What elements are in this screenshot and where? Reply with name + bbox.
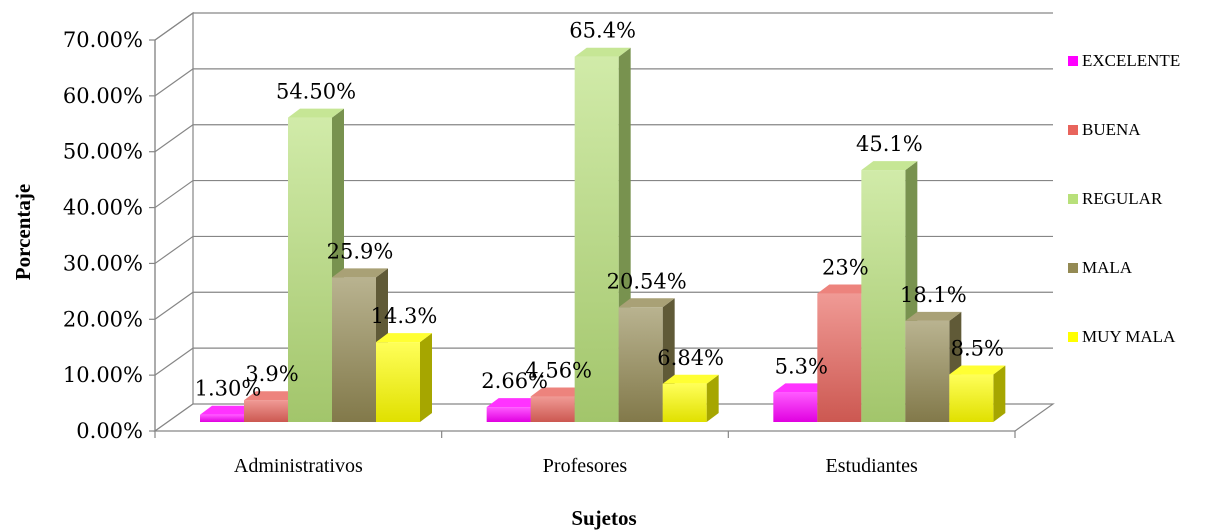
bar-front	[949, 374, 994, 422]
data-label: 20.54%	[607, 269, 687, 293]
bar-front	[574, 56, 619, 423]
legend-swatch	[1068, 194, 1078, 204]
gridlines	[154, 12, 1053, 376]
data-label: 1.30%	[195, 377, 262, 401]
bar-front	[332, 277, 376, 422]
data-label: 14.3%	[371, 304, 438, 328]
bars	[200, 47, 1006, 423]
y-tick-label: 30.00%	[63, 251, 143, 275]
gridline	[154, 235, 1053, 264]
bar-front	[530, 396, 575, 422]
bar-front	[618, 307, 663, 422]
data-label: 25.9%	[327, 239, 394, 263]
data-label: 3.9%	[245, 362, 298, 386]
bar-front	[817, 293, 862, 422]
bar-side	[706, 374, 719, 422]
bar-top	[618, 298, 675, 308]
bar-top	[662, 374, 719, 384]
bar-front	[662, 383, 707, 422]
bar-top	[288, 108, 344, 118]
side-wall	[154, 11, 194, 433]
x-tick-label: Estudiantes	[826, 455, 918, 477]
gridline	[154, 291, 1053, 320]
x-axis: Administrativos Profesores Estudiantes	[154, 431, 1016, 477]
x-tick-label: Profesores	[543, 455, 628, 477]
y-tick-label: 70.00%	[63, 28, 143, 52]
legend-swatch	[1068, 125, 1078, 135]
gridline	[154, 179, 1053, 209]
y-tick-label: 40.00%	[63, 196, 143, 220]
y-tick-label: 50.00%	[63, 140, 143, 164]
legend-label: REGULAR	[1082, 189, 1163, 208]
data-label: 23%	[822, 256, 869, 280]
gridline	[154, 124, 1053, 153]
y-axis-title: Porcentaje	[11, 184, 35, 280]
data-label: 6.84%	[657, 346, 724, 370]
legend-label: BUENA	[1082, 120, 1141, 139]
bar-top	[332, 268, 388, 278]
y-tick-label: 60.00%	[63, 84, 143, 108]
data-label: 2.66%	[481, 369, 548, 393]
x-tick-label: Administrativos	[234, 455, 363, 477]
bar-side	[420, 333, 432, 422]
bar-front	[244, 400, 288, 422]
y-tick-label: 10.00%	[63, 363, 143, 387]
data-labels: 1.30%3.9% 54.50% 25.9% 14.3% 2.66%4.56% 65.4%…	[195, 19, 1004, 401]
bar-top	[949, 365, 1006, 375]
legend-swatch	[1068, 332, 1078, 342]
bar-top	[773, 383, 830, 393]
bar-front	[861, 170, 906, 422]
bar-top	[530, 387, 587, 397]
y-tick-label: 20.00%	[63, 307, 143, 331]
gridline	[154, 68, 1053, 97]
bar-front	[905, 320, 950, 422]
data-label: 45.1%	[856, 132, 923, 156]
data-label: 54.50%	[276, 80, 356, 104]
bar	[662, 374, 719, 422]
bar-front	[200, 414, 244, 422]
bar-top	[574, 47, 631, 57]
legend-label: MALA	[1082, 258, 1133, 277]
legend-label: MUY MALA	[1082, 327, 1176, 346]
bar-top	[861, 161, 918, 171]
y-tick-label: 0.00%	[76, 419, 143, 443]
data-label: 18.1%	[900, 283, 967, 307]
bar	[376, 333, 432, 422]
x-axis-title: Sujetos	[571, 506, 636, 530]
data-label: 5.3%	[775, 354, 828, 378]
bar-front	[288, 117, 332, 422]
bar-top	[486, 398, 543, 408]
bar-top	[376, 333, 432, 343]
legend-swatch	[1068, 263, 1078, 273]
data-label: 65.4%	[569, 19, 636, 43]
bar-top	[817, 284, 874, 294]
data-label: 8.5%	[951, 337, 1004, 361]
gridline	[154, 12, 1053, 41]
bar-top	[200, 405, 256, 415]
bar-top	[905, 311, 962, 321]
y-axis: 0.00% 10.00% 20.00% 30.00% 40.00% 50.00% 60.00…	[63, 28, 156, 443]
gridline	[154, 347, 1053, 376]
bar-front	[376, 342, 420, 422]
bar-side	[993, 365, 1006, 422]
bar	[949, 365, 1006, 422]
legend-swatch	[1068, 56, 1078, 66]
bar-front	[773, 392, 818, 422]
legend: EXCELENTE BUENA REGULAR MALA MUY MALA	[1068, 51, 1180, 346]
data-label: 4.56%	[525, 359, 592, 383]
bar-top	[244, 391, 300, 401]
legend-label: EXCELENTE	[1082, 51, 1180, 70]
bar-front	[486, 407, 531, 422]
